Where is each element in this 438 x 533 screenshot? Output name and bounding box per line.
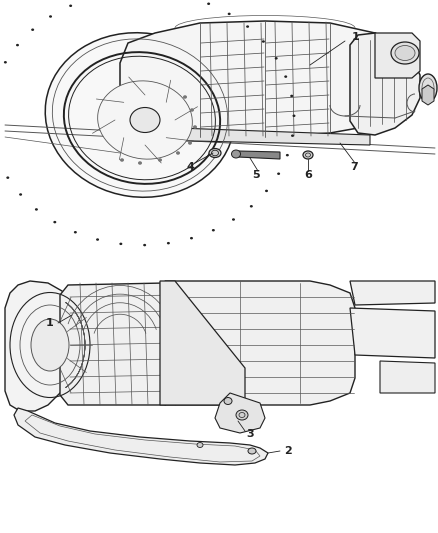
Ellipse shape (291, 134, 294, 137)
Polygon shape (120, 21, 418, 137)
Text: 1: 1 (46, 318, 54, 328)
Polygon shape (350, 308, 435, 358)
Ellipse shape (6, 176, 9, 179)
Ellipse shape (236, 410, 248, 420)
Ellipse shape (224, 398, 232, 405)
Polygon shape (422, 85, 434, 105)
Ellipse shape (120, 158, 124, 161)
Ellipse shape (31, 319, 69, 371)
Ellipse shape (35, 208, 38, 211)
Ellipse shape (207, 3, 210, 5)
Ellipse shape (232, 218, 235, 221)
Ellipse shape (262, 41, 265, 43)
Ellipse shape (16, 44, 19, 46)
Ellipse shape (49, 15, 52, 18)
Text: 4: 4 (186, 162, 194, 172)
Ellipse shape (395, 45, 415, 61)
Text: 1: 1 (352, 32, 360, 42)
Ellipse shape (74, 231, 77, 233)
Text: 3: 3 (246, 429, 254, 439)
Ellipse shape (293, 115, 296, 117)
Ellipse shape (96, 238, 99, 241)
Ellipse shape (183, 95, 187, 99)
Text: 6: 6 (304, 170, 312, 180)
Polygon shape (238, 151, 280, 159)
Text: 5: 5 (252, 170, 260, 180)
Polygon shape (215, 393, 265, 433)
Polygon shape (350, 33, 420, 135)
Ellipse shape (212, 229, 215, 231)
Polygon shape (150, 127, 370, 145)
Ellipse shape (193, 125, 197, 129)
Polygon shape (14, 408, 268, 465)
Ellipse shape (290, 95, 293, 97)
Ellipse shape (119, 243, 122, 245)
Ellipse shape (232, 150, 240, 158)
Ellipse shape (190, 108, 194, 112)
Polygon shape (375, 33, 420, 78)
Ellipse shape (286, 154, 289, 156)
Ellipse shape (4, 61, 7, 63)
Ellipse shape (265, 190, 268, 192)
Ellipse shape (31, 28, 34, 31)
Polygon shape (160, 281, 245, 405)
Ellipse shape (138, 161, 142, 165)
Ellipse shape (303, 151, 313, 159)
Ellipse shape (53, 221, 57, 223)
Polygon shape (380, 361, 435, 393)
Ellipse shape (190, 237, 193, 239)
Ellipse shape (197, 442, 203, 448)
Text: 7: 7 (350, 162, 358, 172)
Ellipse shape (176, 151, 180, 155)
Ellipse shape (228, 13, 231, 15)
Ellipse shape (19, 193, 22, 196)
Ellipse shape (143, 244, 146, 246)
Ellipse shape (250, 205, 253, 207)
Polygon shape (5, 281, 78, 411)
Ellipse shape (188, 141, 192, 145)
Ellipse shape (391, 42, 419, 64)
Ellipse shape (98, 81, 192, 159)
Ellipse shape (130, 108, 160, 133)
Polygon shape (165, 281, 355, 405)
Ellipse shape (275, 57, 278, 60)
Ellipse shape (45, 33, 235, 197)
Polygon shape (60, 283, 180, 405)
Ellipse shape (167, 242, 170, 245)
Polygon shape (350, 281, 435, 305)
Ellipse shape (209, 149, 221, 157)
Ellipse shape (284, 75, 287, 78)
Ellipse shape (419, 74, 437, 102)
Ellipse shape (277, 173, 280, 175)
Ellipse shape (158, 158, 162, 161)
Ellipse shape (248, 448, 256, 454)
Text: 2: 2 (284, 446, 292, 456)
Ellipse shape (69, 4, 72, 7)
Ellipse shape (246, 26, 249, 28)
